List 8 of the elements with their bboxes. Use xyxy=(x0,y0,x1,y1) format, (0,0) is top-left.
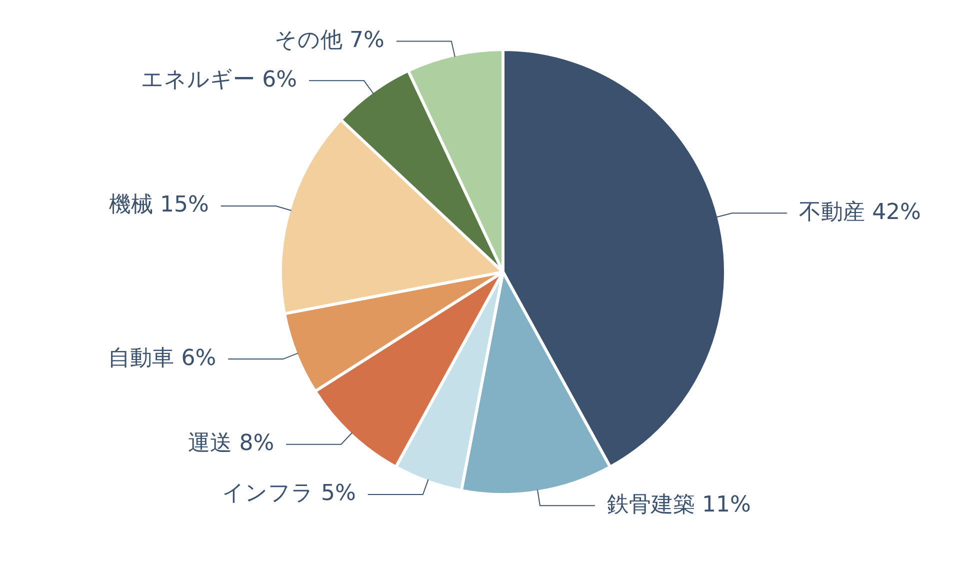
slice-label: 自動車 6% xyxy=(108,346,216,371)
slice-label: 運送 8% xyxy=(188,431,274,456)
slice-label: エネルギー 6% xyxy=(141,67,297,92)
slice-label: 不動産 42% xyxy=(799,200,921,225)
slice-label: 機械 15% xyxy=(108,192,209,218)
slice-label: インフラ 5% xyxy=(222,481,356,506)
slice-label: 鉄骨建築 11% xyxy=(606,492,751,518)
slice-label: その他 7% xyxy=(274,28,384,53)
